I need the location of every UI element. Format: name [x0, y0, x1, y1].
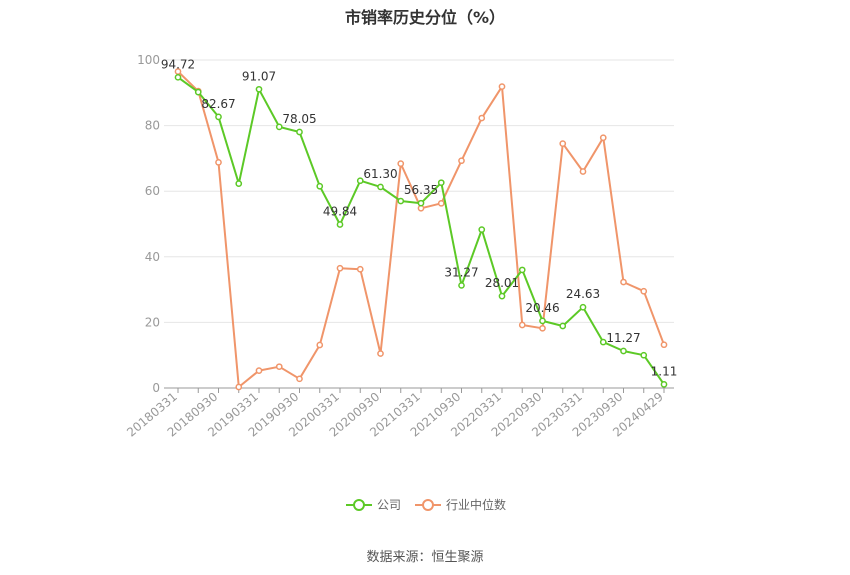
data-point-company: [235, 180, 243, 188]
data-point-industry-median: [660, 341, 668, 349]
data-point-company: [478, 226, 486, 233]
y-tick-label: 60: [145, 184, 160, 198]
data-label: 20.46: [525, 301, 559, 315]
data-point-industry-median: [377, 350, 384, 357]
data-point-company: [539, 317, 546, 325]
data-label: 11.27: [606, 331, 640, 345]
legend-label-industry-median: 行业中位数: [446, 498, 507, 512]
data-label: 49.84: [323, 205, 357, 219]
data-point-company: [356, 177, 364, 185]
data-label: 28.01: [485, 276, 519, 290]
series-line-company: [177, 76, 665, 385]
legend-swatch-company: [346, 498, 372, 511]
data-point-company: [559, 322, 567, 330]
y-tick-label: 20: [145, 315, 160, 329]
data-point-industry-median: [478, 114, 486, 122]
data-label: 82.67: [201, 97, 235, 111]
data-point-company: [397, 197, 405, 205]
data-label: 24.63: [566, 287, 600, 301]
data-point-company: [275, 123, 283, 131]
legend-item-industry-median[interactable]: 行业中位数: [415, 496, 506, 513]
data-point-company: [336, 221, 344, 228]
data-label: 61.30: [363, 167, 397, 181]
y-tick-label: 0: [152, 381, 160, 395]
legend-label-company: 公司: [377, 498, 402, 512]
data-point-industry-median: [498, 83, 506, 90]
data-point-company: [437, 179, 445, 187]
data-point-industry-median: [275, 363, 283, 371]
data-point-company: [377, 183, 384, 191]
data-point-company: [316, 182, 324, 190]
legend-swatch-industry-median: [415, 498, 442, 511]
data-point-industry-median: [458, 157, 465, 165]
data-point-industry-median: [640, 287, 648, 295]
data-point-company: [660, 381, 668, 388]
chart-title: 市销率历史分位（%）: [344, 8, 506, 27]
data-point-industry-median: [397, 160, 405, 167]
data-point-industry-median: [215, 158, 222, 166]
data-point-industry-median: [255, 367, 263, 374]
data-point-company: [498, 292, 506, 300]
data-point-industry-median: [235, 383, 243, 391]
data-point-company: [579, 303, 587, 311]
y-tick-label: 100: [137, 53, 160, 67]
data-point-company: [296, 128, 303, 136]
data-label: 31.27: [444, 265, 478, 279]
source-note: 数据来源：恒生聚源: [366, 550, 484, 565]
data-point-company: [215, 113, 222, 121]
y-tick-label: 40: [145, 250, 160, 264]
grid-layer: [164, 59, 674, 323]
data-label: 94.72: [161, 57, 195, 71]
data-point-company: [518, 266, 526, 274]
series-layer: [174, 68, 668, 391]
data-point-company: [174, 73, 182, 81]
data-point-industry-median: [336, 264, 344, 272]
data-point-company: [255, 85, 263, 93]
data-point-industry-median: [559, 140, 567, 147]
data-point-company: [599, 338, 607, 346]
data-label: 1.11: [651, 364, 678, 378]
data-label: 78.05: [282, 112, 316, 126]
data-point-company: [620, 347, 627, 355]
data-point-company: [458, 282, 465, 289]
data-label: 91.07: [242, 69, 276, 83]
axis-layer: 0204060801002018033120180930201903312019…: [124, 53, 674, 440]
y-tick-label: 80: [145, 119, 160, 133]
series-line-industry-median: [177, 70, 665, 388]
data-label: 56.35: [404, 183, 438, 197]
data-point-industry-median: [518, 321, 526, 329]
data-point-industry-median: [316, 341, 324, 349]
data-point-company: [417, 199, 425, 207]
data-point-industry-median: [620, 278, 627, 286]
legend-item-company[interactable]: 公司: [346, 496, 401, 513]
data-point-company: [640, 351, 648, 359]
data-point-industry-median: [579, 168, 587, 175]
data-point-industry-median: [599, 134, 607, 142]
data-point-industry-median: [539, 324, 546, 332]
data-point-industry-median: [356, 265, 364, 273]
data-point-industry-median: [437, 199, 445, 207]
legend: 公司 行业中位数: [346, 496, 520, 513]
data-point-company: [194, 88, 202, 96]
data-label-layer: 94.72 82.67 91.07 78.05 49.84 61.30 56.35 31.27…: [161, 57, 678, 378]
data-point-industry-median: [296, 375, 303, 383]
